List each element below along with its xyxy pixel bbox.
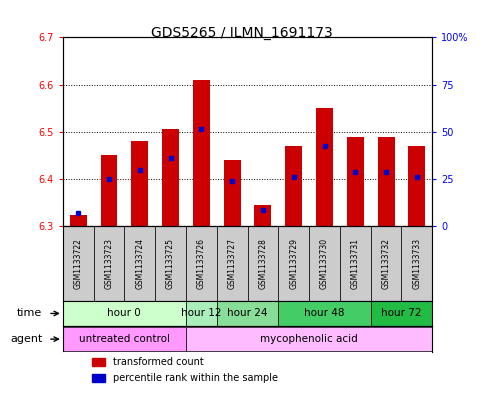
Text: untreated control: untreated control bbox=[79, 334, 170, 344]
Bar bbox=[371, 301, 432, 326]
Bar bbox=[186, 327, 432, 351]
Text: hour 48: hour 48 bbox=[304, 309, 345, 318]
Text: GSM1133731: GSM1133731 bbox=[351, 238, 360, 289]
Text: GSM1133722: GSM1133722 bbox=[74, 238, 83, 289]
Bar bbox=[371, 226, 401, 301]
Bar bbox=[401, 226, 432, 301]
Text: GSM1133725: GSM1133725 bbox=[166, 238, 175, 289]
Text: GDS5265 / ILMN_1691173: GDS5265 / ILMN_1691173 bbox=[151, 26, 332, 40]
Bar bbox=[278, 226, 309, 301]
Text: time: time bbox=[17, 309, 43, 318]
Text: hour 24: hour 24 bbox=[227, 309, 268, 318]
Bar bbox=[285, 146, 302, 226]
Text: GSM1133732: GSM1133732 bbox=[382, 238, 391, 289]
Bar bbox=[378, 137, 395, 226]
Text: GSM1133730: GSM1133730 bbox=[320, 238, 329, 289]
Bar bbox=[125, 226, 155, 301]
Bar bbox=[94, 226, 125, 301]
Text: GSM1133723: GSM1133723 bbox=[104, 238, 114, 289]
Text: hour 72: hour 72 bbox=[381, 309, 422, 318]
Bar bbox=[131, 141, 148, 226]
Bar bbox=[186, 226, 217, 301]
Bar bbox=[340, 226, 371, 301]
Bar bbox=[278, 301, 371, 326]
Bar bbox=[309, 226, 340, 301]
Bar bbox=[92, 374, 105, 382]
Bar bbox=[155, 226, 186, 301]
Text: GSM1133724: GSM1133724 bbox=[135, 238, 144, 289]
Text: GSM1133727: GSM1133727 bbox=[227, 238, 237, 289]
Text: hour 12: hour 12 bbox=[181, 309, 222, 318]
Text: mycophenolic acid: mycophenolic acid bbox=[260, 334, 358, 344]
Bar bbox=[347, 137, 364, 226]
Bar bbox=[63, 226, 94, 301]
Text: hour 0: hour 0 bbox=[108, 309, 141, 318]
Bar bbox=[92, 358, 105, 366]
Bar bbox=[63, 327, 186, 351]
Bar bbox=[186, 301, 217, 326]
Text: transformed count: transformed count bbox=[113, 357, 203, 367]
Text: GSM1133726: GSM1133726 bbox=[197, 238, 206, 289]
Bar bbox=[162, 129, 179, 226]
Text: GSM1133729: GSM1133729 bbox=[289, 238, 298, 289]
Bar bbox=[70, 215, 86, 226]
Text: agent: agent bbox=[10, 334, 43, 344]
Text: percentile rank within the sample: percentile rank within the sample bbox=[113, 373, 278, 383]
Text: GSM1133733: GSM1133733 bbox=[412, 238, 421, 289]
Bar bbox=[409, 146, 426, 226]
Bar bbox=[217, 301, 278, 326]
Bar bbox=[316, 108, 333, 226]
Bar bbox=[247, 226, 278, 301]
Bar bbox=[193, 80, 210, 226]
Bar bbox=[224, 160, 241, 226]
Bar bbox=[255, 205, 271, 226]
Text: GSM1133728: GSM1133728 bbox=[258, 238, 268, 289]
Bar bbox=[63, 301, 186, 326]
Bar bbox=[100, 156, 117, 226]
Bar bbox=[217, 226, 247, 301]
